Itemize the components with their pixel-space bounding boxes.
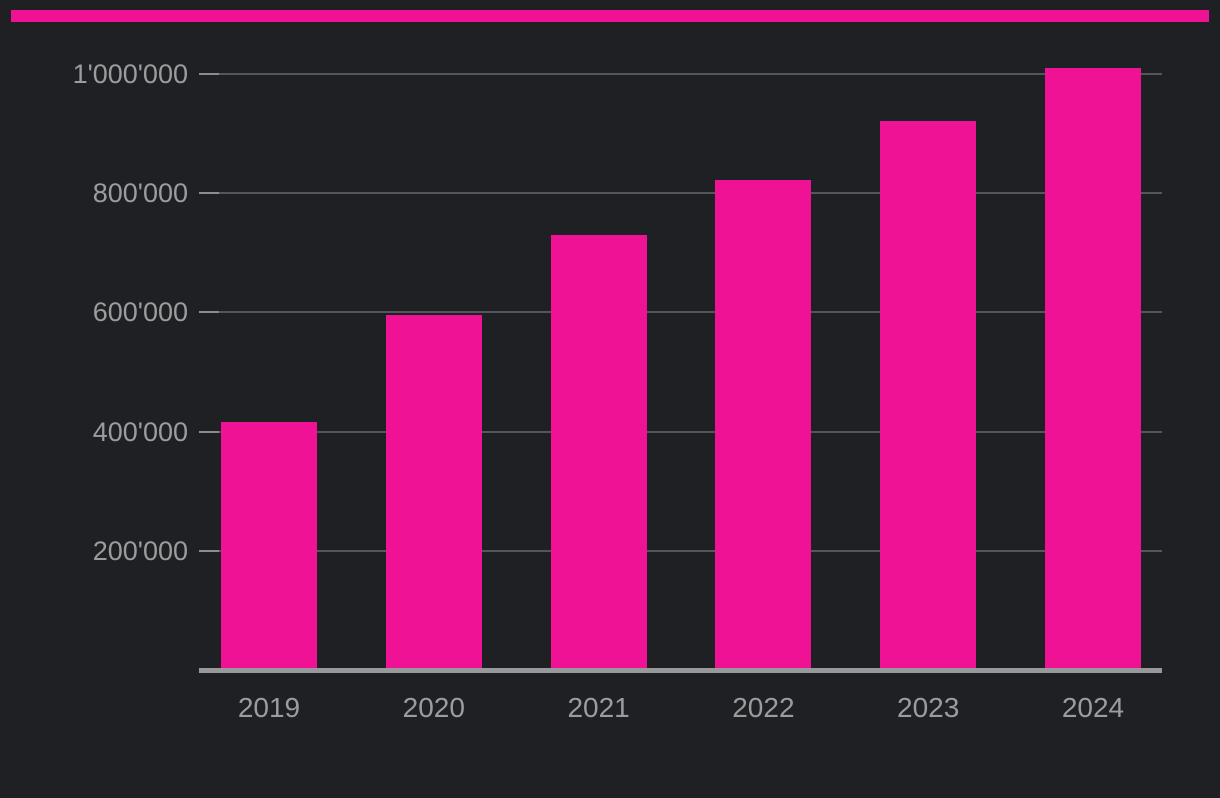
y-axis-tick-label: 1'000'000 [72,59,188,89]
x-axis-line [199,668,1162,673]
y-axis-tick [199,73,219,75]
y-gridline [199,430,1162,433]
bar-2021 [550,234,647,668]
y-gridline [199,192,1162,195]
bar-2019 [221,421,317,668]
y-gridline [199,311,1162,314]
x-axis-label: 2021 [567,692,630,723]
y-axis-tick-label: 200'000 [92,535,188,566]
x-axis-label: 2019 [237,692,301,723]
bar-2024 [1045,67,1141,668]
y-gridline [199,73,1162,75]
y-axis-tick-label: 400'000 [92,416,188,447]
bar-2023 [880,120,977,668]
y-axis-tick [199,430,219,433]
bar-2020 [385,314,482,668]
y-axis-tick [199,311,219,314]
y-axis-tick [199,192,219,195]
y-axis-tick [199,549,219,552]
x-axis-label: 2024 [1061,692,1125,723]
y-axis-tick-label: 800'000 [92,178,188,209]
y-gridline [199,549,1162,552]
x-axis-label: 2020 [402,692,465,723]
y-axis-tick-label: 600'000 [92,297,188,328]
x-axis-label: 2022 [732,692,795,723]
bar-2022 [715,179,812,668]
top-accent-bar [11,10,1209,22]
x-axis-label: 2023 [897,692,960,723]
